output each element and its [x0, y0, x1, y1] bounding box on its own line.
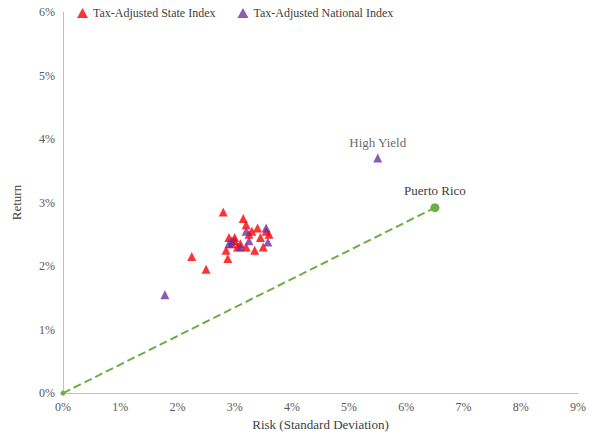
- svg-text:5%: 5%: [39, 69, 55, 83]
- svg-text:2%: 2%: [169, 400, 185, 414]
- svg-text:0%: 0%: [55, 400, 71, 414]
- svg-text:1%: 1%: [112, 400, 128, 414]
- svg-text:7%: 7%: [456, 400, 472, 414]
- svg-text:Puerto Rico: Puerto Rico: [404, 183, 466, 198]
- svg-text:4%: 4%: [39, 132, 55, 146]
- svg-text:Risk (Standard Deviation): Risk (Standard Deviation): [252, 417, 388, 432]
- svg-text:0%: 0%: [39, 386, 55, 400]
- svg-text:5%: 5%: [341, 400, 357, 414]
- svg-text:1%: 1%: [39, 323, 55, 337]
- svg-text:8%: 8%: [513, 400, 529, 414]
- svg-text:6%: 6%: [39, 5, 55, 19]
- svg-text:Return: Return: [9, 184, 24, 220]
- svg-text:2%: 2%: [39, 259, 55, 273]
- svg-text:3%: 3%: [39, 196, 55, 210]
- svg-text:Tax-Adjusted National Index: Tax-Adjusted National Index: [253, 6, 393, 20]
- svg-text:Tax-Adjusted State Index: Tax-Adjusted State Index: [93, 6, 215, 20]
- svg-text:9%: 9%: [570, 400, 586, 414]
- svg-text:3%: 3%: [227, 400, 243, 414]
- svg-text:6%: 6%: [398, 400, 414, 414]
- svg-text:4%: 4%: [284, 400, 300, 414]
- svg-text:High Yield: High Yield: [349, 135, 406, 150]
